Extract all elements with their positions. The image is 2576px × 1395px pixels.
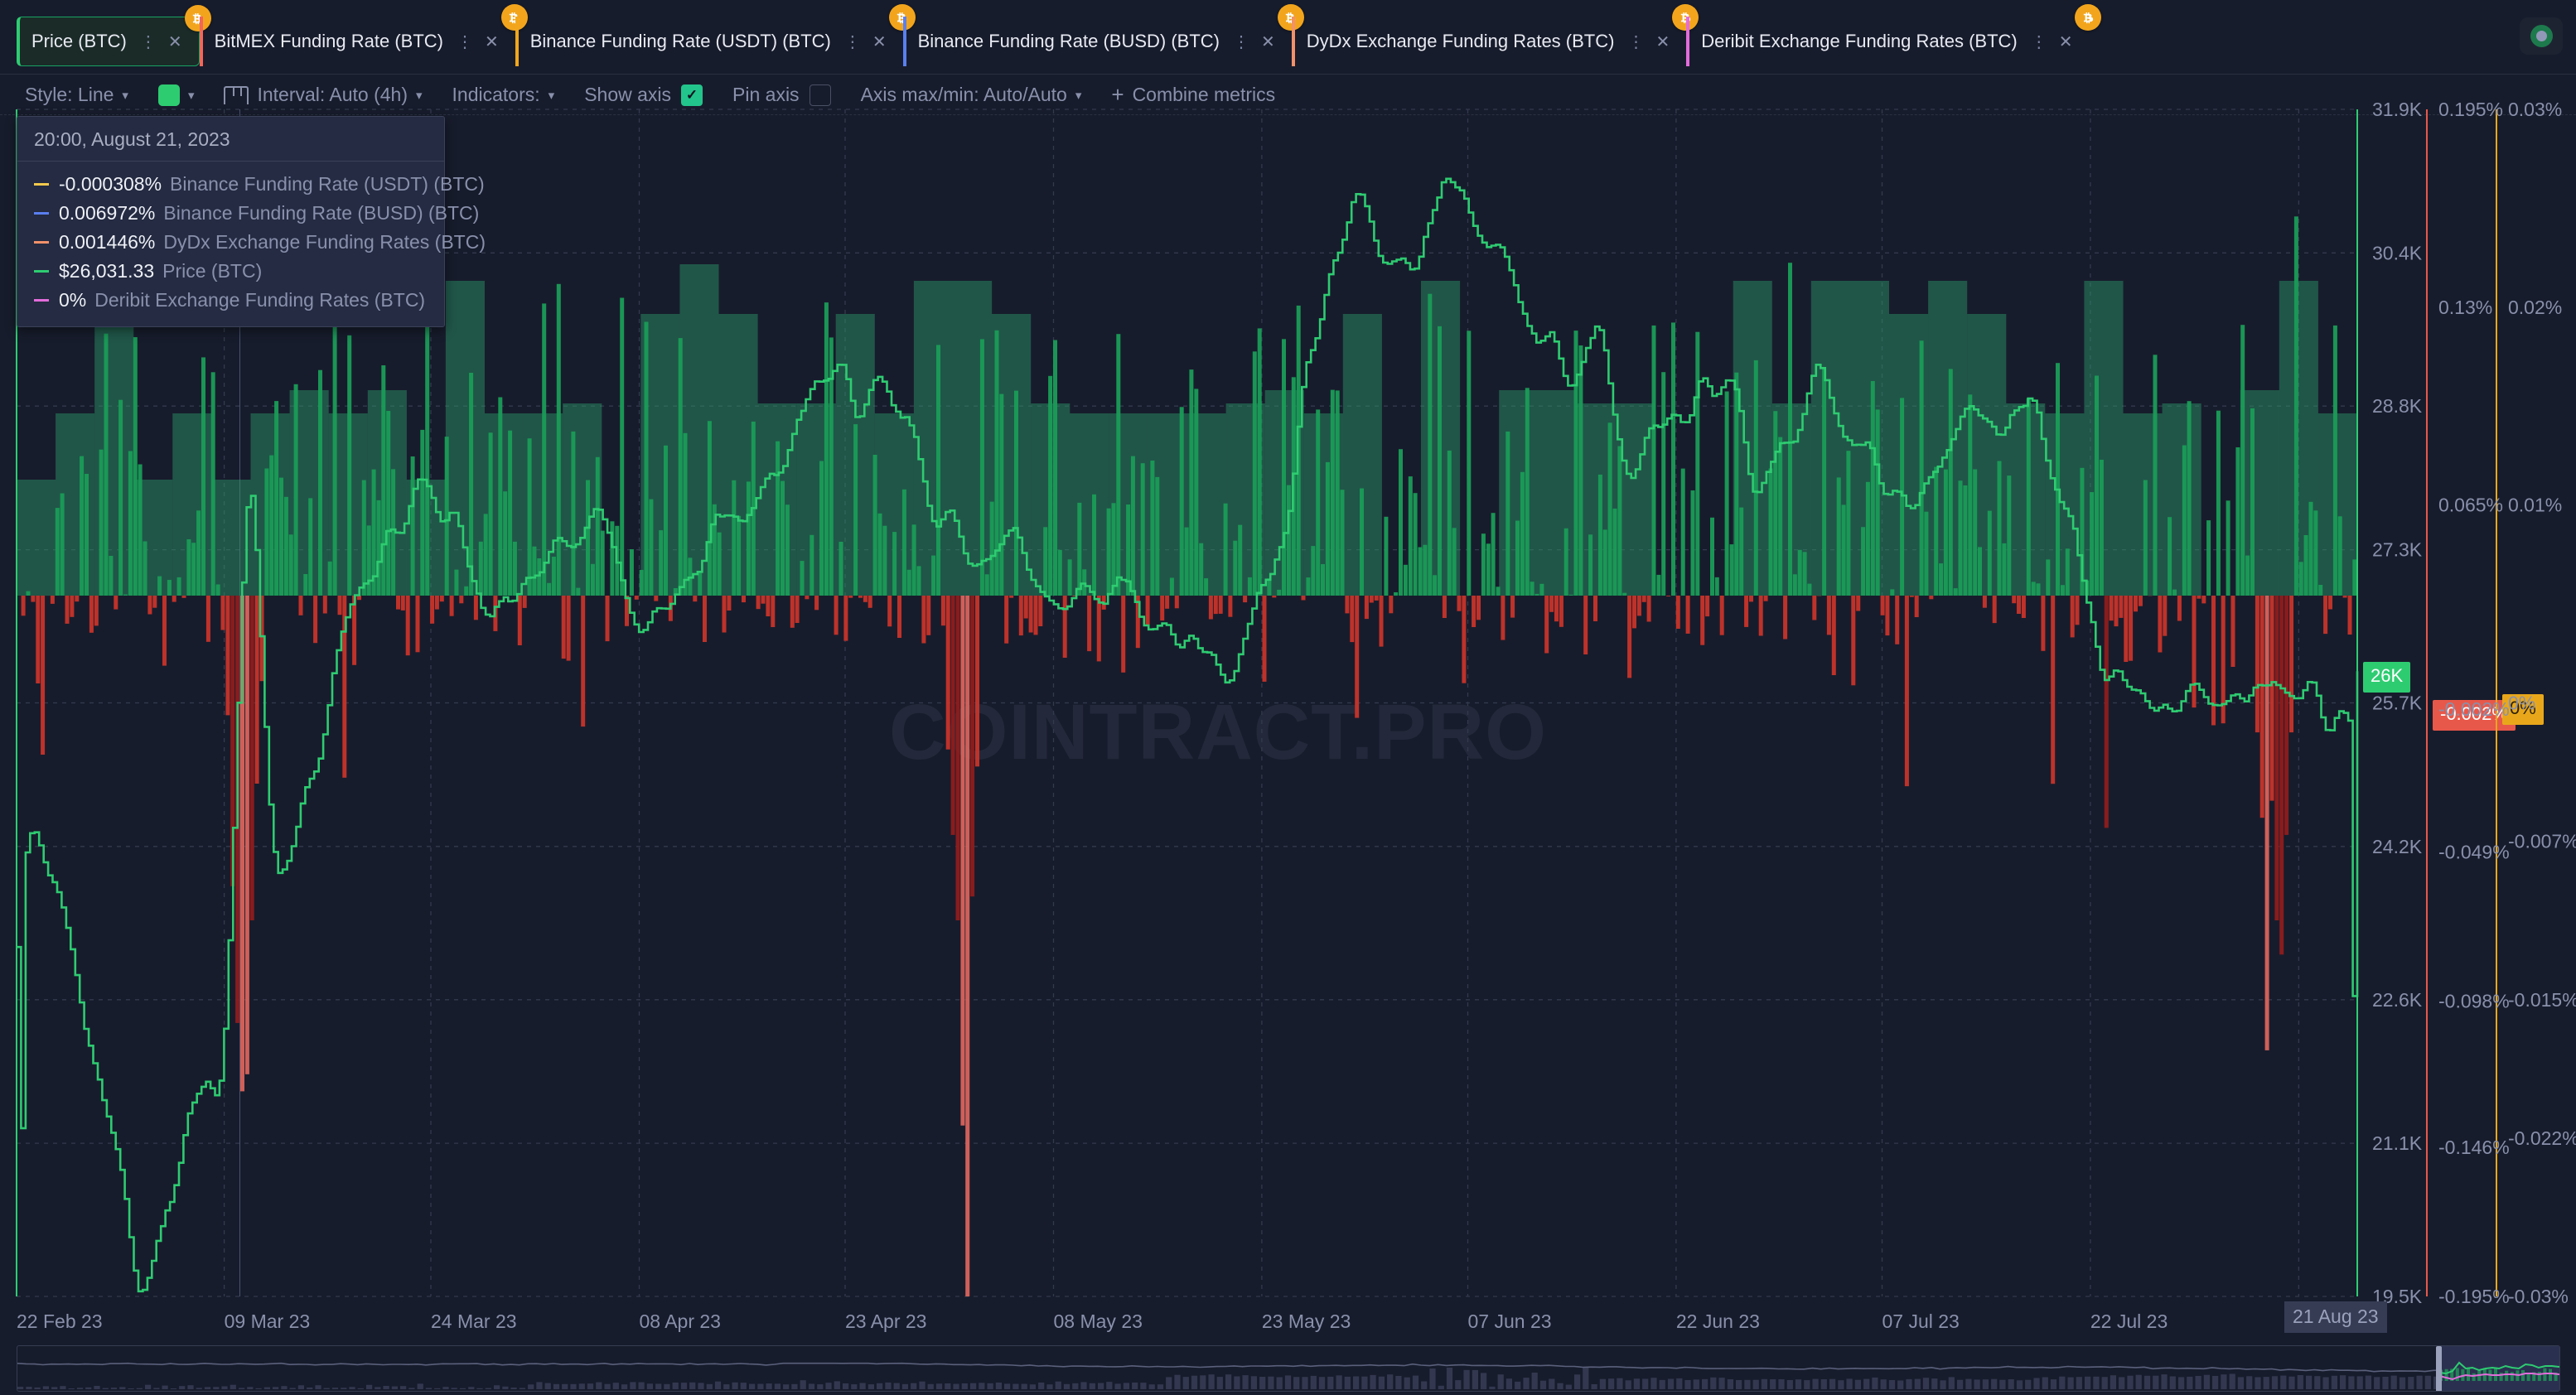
svg-text:23 Apr 23: 23 Apr 23 xyxy=(845,1311,926,1332)
svg-text:0.01%: 0.01% xyxy=(2508,495,2562,516)
svg-text:0%: 0% xyxy=(2508,693,2535,714)
svg-text:28.8K: 28.8K xyxy=(2372,395,2423,417)
svg-text:-0.002%: -0.002% xyxy=(2438,698,2510,720)
svg-text:0.02%: 0.02% xyxy=(2508,297,2562,318)
svg-text:-0.022%: -0.022% xyxy=(2508,1127,2576,1149)
svg-text:0.13%: 0.13% xyxy=(2438,297,2492,318)
svg-text:0.065%: 0.065% xyxy=(2438,495,2503,516)
svg-text:08 May 23: 08 May 23 xyxy=(1054,1311,1143,1332)
svg-text:22 Feb 23: 22 Feb 23 xyxy=(17,1311,103,1332)
svg-text:-0.049%: -0.049% xyxy=(2438,842,2510,863)
svg-text:22 Jun 23: 22 Jun 23 xyxy=(1676,1311,1760,1332)
svg-text:08 Apr 23: 08 Apr 23 xyxy=(640,1311,721,1332)
svg-text:25.7K: 25.7K xyxy=(2372,693,2423,714)
svg-text:-0.098%: -0.098% xyxy=(2438,991,2510,1012)
svg-text:-0.146%: -0.146% xyxy=(2438,1137,2510,1158)
svg-text:0.03%: 0.03% xyxy=(2508,99,2562,120)
svg-text:27.3K: 27.3K xyxy=(2372,539,2423,561)
svg-text:31.9K: 31.9K xyxy=(2372,99,2423,120)
svg-text:22.6K: 22.6K xyxy=(2372,989,2423,1011)
svg-text:22 Jul 23: 22 Jul 23 xyxy=(2090,1311,2168,1332)
svg-text:24 Mar 23: 24 Mar 23 xyxy=(431,1311,517,1332)
svg-text:30.4K: 30.4K xyxy=(2372,242,2423,263)
svg-text:-0.007%: -0.007% xyxy=(2508,831,2576,852)
svg-text:07 Jul 23: 07 Jul 23 xyxy=(1882,1311,1960,1332)
svg-text:0.195%: 0.195% xyxy=(2438,99,2503,120)
svg-text:09 Mar 23: 09 Mar 23 xyxy=(225,1311,311,1332)
svg-text:24.2K: 24.2K xyxy=(2372,836,2423,857)
svg-text:23 May 23: 23 May 23 xyxy=(1262,1311,1351,1332)
svg-text:-0.015%: -0.015% xyxy=(2508,989,2576,1011)
svg-text:-0.195%: -0.195% xyxy=(2438,1286,2510,1307)
svg-text:21.1K: 21.1K xyxy=(2372,1132,2423,1154)
svg-text:07 Jun 23: 07 Jun 23 xyxy=(1468,1311,1552,1332)
svg-text:-0.03%: -0.03% xyxy=(2508,1286,2569,1307)
